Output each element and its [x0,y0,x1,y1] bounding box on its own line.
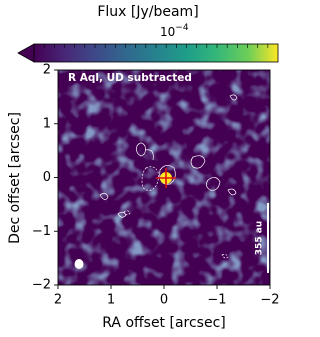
colorbar-label: Flux [Jy/beam] [97,4,198,20]
y-tick-label: 1 [43,116,51,131]
y-tick-label: −1 [32,224,51,239]
x-tick-label: −1 [207,293,226,308]
colorbar-exponent: 10−4 [160,23,189,39]
y-tick-label: 2 [43,63,51,78]
annotation: R Aql, UD subtracted [68,72,192,84]
colorbar-ticks [43,44,269,48]
scale-bar-label: 355 au [255,221,265,255]
y-axis-label: Dec offset [arcsec] [7,112,23,244]
image: 355 au R Aql, UD subtracted [58,70,270,285]
x-tick-label: 0 [160,293,168,308]
x-tick-label: 1 [107,293,115,308]
beam [74,259,84,269]
negative-contours [123,166,229,259]
y-tick-label: −2 [32,278,51,293]
x-axis-label: RA offset [arcsec] [102,315,226,331]
x-tick-label: 2 [54,293,62,308]
colorbar [17,43,279,63]
y-tick-label: 0 [43,170,51,185]
x-tick-label: −2 [260,293,279,308]
figure: Flux [Jy/beam] 10−4 355 au R Aql [7,4,280,331]
colorbar-extend [17,43,35,63]
star-cross [156,168,176,188]
